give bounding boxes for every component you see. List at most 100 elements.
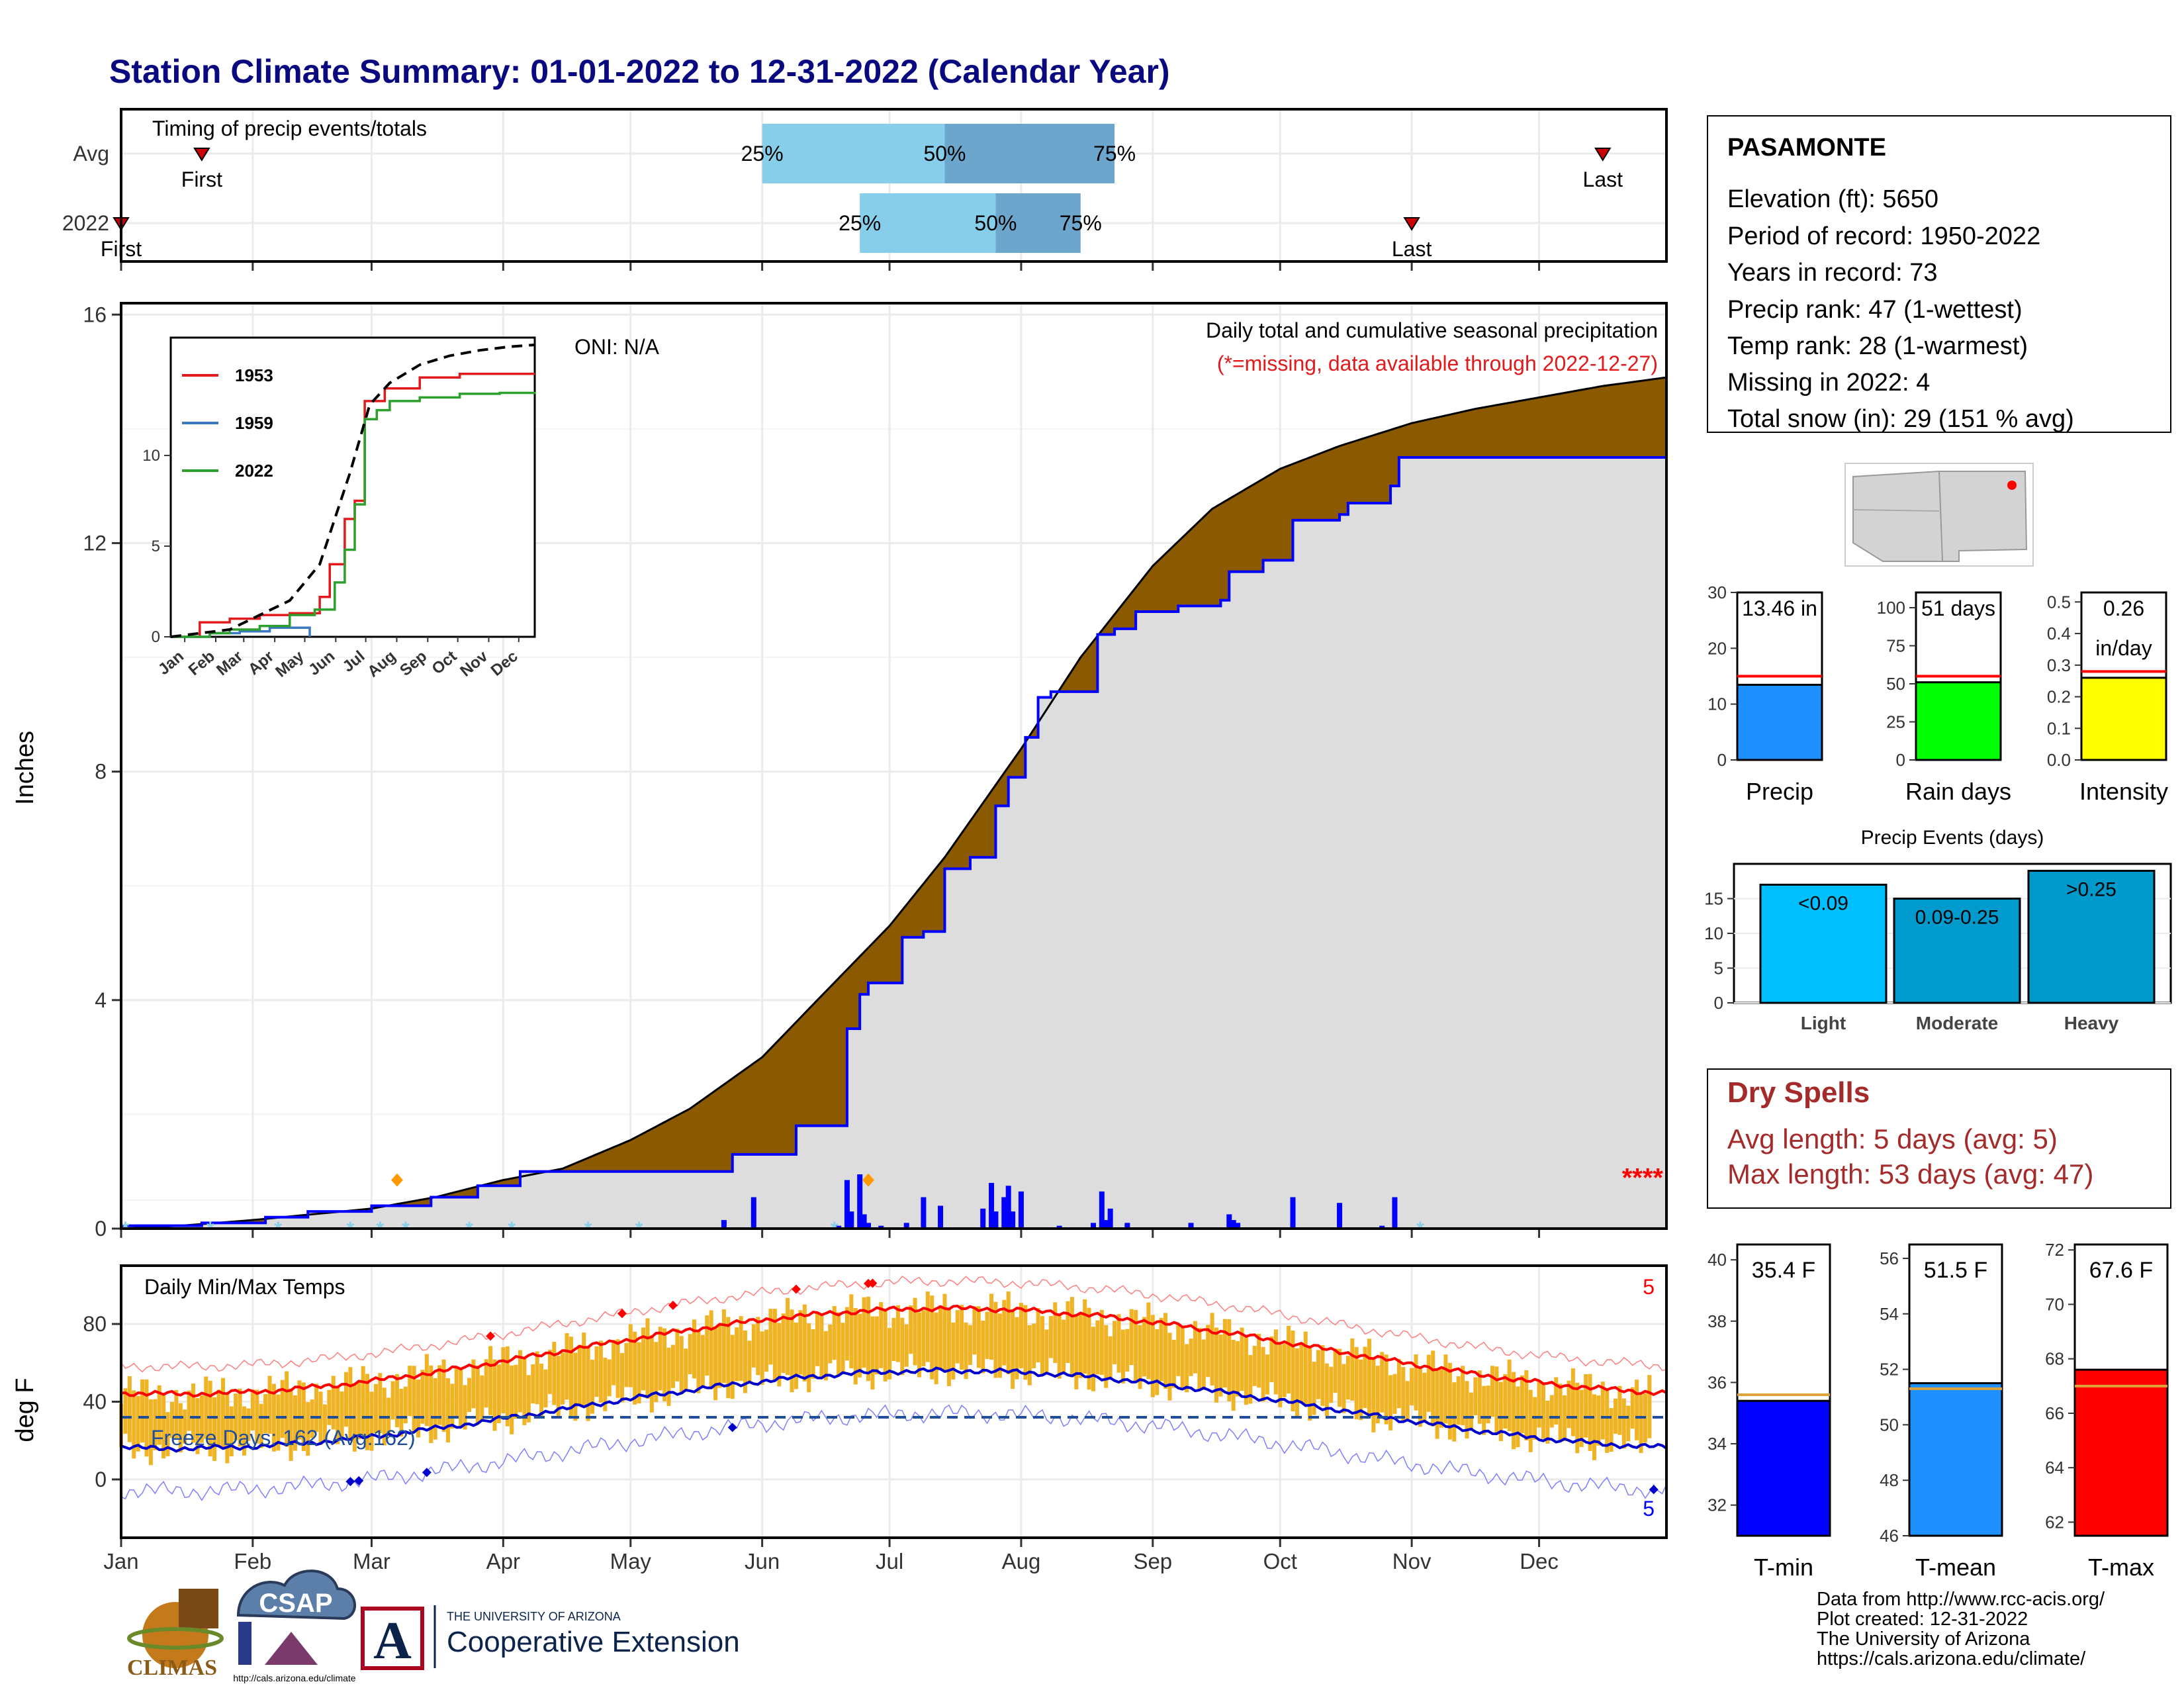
- summary-y-label: 62: [2045, 1512, 2064, 1532]
- summary-bar-value: [2073, 1368, 2169, 1537]
- daily-temp-bar: [1167, 1333, 1172, 1401]
- daily-temp-bar: [212, 1397, 217, 1462]
- station-info-box: PASAMONTE Elevation (ft): 5650 Period of…: [1707, 115, 2171, 433]
- credit-line: https://cals.arizona.edu/climate/: [1817, 1648, 2086, 1669]
- info-line: Missing in 2022: 4: [1727, 369, 1930, 397]
- summary-y-label: 75: [1886, 636, 1905, 656]
- summary-bar-value-label: 51 days: [1921, 596, 1995, 620]
- daily-temp-bar: [1396, 1358, 1401, 1409]
- daily-temp-bar: [246, 1408, 251, 1441]
- daily-temp-bar: [1473, 1377, 1478, 1416]
- climas-logo: CLIMAS: [127, 1589, 224, 1680]
- record-high-marker: [868, 1278, 878, 1288]
- record-low-marker: [345, 1477, 355, 1487]
- daily-precip-bar: [1107, 1208, 1113, 1229]
- credit-line: Data from http://www.rcc-acis.org/: [1817, 1589, 2105, 1610]
- daily-temp-bar: [598, 1340, 603, 1403]
- station-location-marker: [2007, 481, 2017, 490]
- summary-y-label: 46: [1880, 1526, 1899, 1546]
- daily-precip-bar: [1001, 1197, 1007, 1229]
- daily-temp-bar: [467, 1378, 472, 1412]
- temperature-summary-bars: 32 34 36 38 40 T-min 35.4 F 46 48 50 52 54 56 T-mean 5…: [1707, 1240, 2169, 1581]
- daily-temp-bar: [764, 1329, 769, 1372]
- daily-temp-bar: [1185, 1344, 1189, 1393]
- average-cumulative-line: [120, 376, 1667, 1230]
- daily-temp-bar: [165, 1412, 170, 1456]
- daily-temp-bar: [594, 1346, 599, 1397]
- summary-y-label: 56: [1880, 1248, 1899, 1268]
- y-tick-label: 80: [83, 1312, 107, 1336]
- summary-bar-label: T-mean: [1915, 1554, 1996, 1581]
- daily-temp-bar: [904, 1324, 909, 1367]
- daily-temp-bar: [1520, 1375, 1524, 1434]
- daily-temp-bar: [1647, 1375, 1652, 1438]
- info-line: Elevation (ft): 5650: [1727, 185, 1938, 213]
- daily-temp-bar: [1503, 1374, 1508, 1429]
- daily-temp-bar: [1422, 1372, 1427, 1422]
- daily-temp-bar: [488, 1346, 493, 1415]
- summary-bar-label: Rain days: [1905, 778, 2011, 805]
- summary-y-label: 20: [1707, 638, 1727, 658]
- daily-temp-bar: [390, 1381, 395, 1420]
- daily-temp-bar: [887, 1328, 892, 1380]
- daily-precip-bar: [993, 1211, 999, 1229]
- daily-temp-bar: [874, 1316, 879, 1375]
- figure-title: Station Climate Summary: 01-01-2022 to 1…: [109, 53, 1170, 90]
- month-label: May: [610, 1549, 652, 1573]
- daily-temp-bar: [807, 1323, 811, 1393]
- summary-y-label: 50: [1886, 674, 1905, 694]
- daily-temp-bar: [561, 1352, 565, 1405]
- month-label: Jan: [103, 1549, 138, 1573]
- daily-precip-bar: [989, 1182, 995, 1229]
- temp-panel-title: Daily Min/Max Temps: [144, 1275, 345, 1299]
- quartile-bar-50-75: [995, 193, 1081, 253]
- daily-temp-bar: [976, 1306, 981, 1368]
- university-of-arizona-logo: A THE UNIVERSITY OF ARIZONA Cooperative …: [361, 1605, 740, 1670]
- daily-temp-bar: [1108, 1336, 1113, 1380]
- daily-temp-bar: [930, 1295, 934, 1380]
- inset-legend-label: 2022: [235, 461, 273, 481]
- summary-y-label: 10: [1707, 694, 1727, 714]
- daily-temp-bar: [649, 1335, 654, 1413]
- daily-temp-bar: [1567, 1380, 1571, 1429]
- record-high-marker: [668, 1300, 678, 1310]
- daily-temp-bar: [1461, 1366, 1465, 1425]
- daily-temp-bar: [1066, 1301, 1070, 1364]
- daily-temp-bar: [1639, 1394, 1643, 1453]
- daily-temp-bar: [607, 1359, 612, 1397]
- daily-temp-bar: [1312, 1362, 1316, 1415]
- daily-temp-bar: [866, 1296, 871, 1382]
- summary-y-label: 40: [1707, 1250, 1727, 1270]
- daily-temp-bar: [841, 1323, 845, 1375]
- daily-temp-bar: [900, 1317, 905, 1376]
- daily-temp-bar: [234, 1393, 238, 1440]
- daily-temp-bar: [1621, 1398, 1626, 1449]
- daily-temp-bar: [1443, 1354, 1448, 1424]
- summary-y-label: 100: [1877, 598, 1905, 618]
- daily-temp-bar: [565, 1333, 569, 1400]
- events-bar: [1759, 884, 1888, 1004]
- summary-bars: 0 10 20 30 Precip 13.46 in 0 25 50 75 100 Rain days…: [1707, 583, 2168, 805]
- daily-temp-bar: [1329, 1366, 1334, 1403]
- daily-temp-bar: [1218, 1335, 1223, 1397]
- daily-temp-bar: [709, 1310, 713, 1389]
- daily-temp-bar: [747, 1340, 752, 1384]
- summary-y-label: 0: [1717, 750, 1727, 770]
- daily-temp-bar: [505, 1346, 510, 1427]
- daily-temp-bar: [1614, 1398, 1618, 1434]
- daily-temp-bar: [1324, 1363, 1329, 1417]
- daily-temp-bar: [811, 1329, 815, 1379]
- daily-temp-bar: [1401, 1367, 1406, 1423]
- daily-temp-bar: [964, 1322, 968, 1380]
- events-y-label: 15: [1704, 889, 1723, 909]
- events-y-label: 5: [1714, 959, 1723, 978]
- daily-temp-bar: [641, 1327, 646, 1391]
- events-title: Precip Events (days): [1861, 827, 2044, 849]
- daily-precip-bar: [980, 1208, 986, 1229]
- daily-temp-bar: [1011, 1309, 1015, 1389]
- daily-temp-bar: [844, 1307, 849, 1361]
- daily-temp-bar: [480, 1375, 484, 1422]
- daily-temp-bar: [331, 1376, 336, 1430]
- inset-y-label: 10: [142, 447, 160, 465]
- daily-temp-bar: [403, 1386, 408, 1424]
